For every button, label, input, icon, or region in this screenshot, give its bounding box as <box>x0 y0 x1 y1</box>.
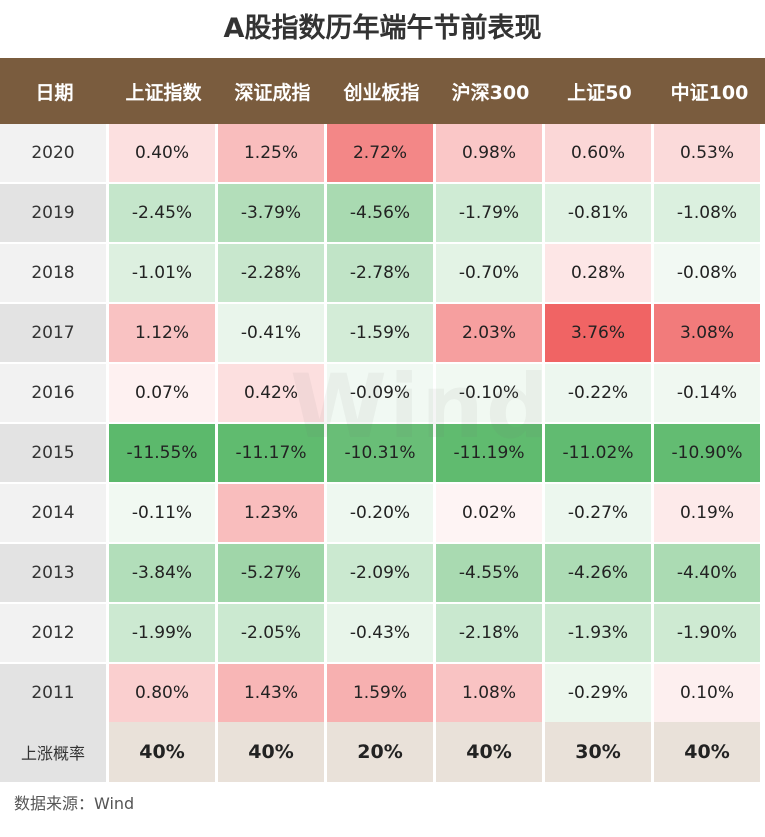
probability-cell: 40% <box>109 722 215 782</box>
value-cell: -0.20% <box>327 484 433 542</box>
year-label: 2014 <box>0 484 106 542</box>
value-cell: 1.12% <box>109 304 215 362</box>
value-cell: -0.81% <box>545 184 651 242</box>
value-cell: -2.28% <box>218 244 324 302</box>
value-cell: -11.55% <box>109 424 215 482</box>
year-label: 2013 <box>0 544 106 602</box>
value-cell: 1.59% <box>327 664 433 722</box>
value-cell: -2.18% <box>436 604 542 662</box>
header-index: 创业板指 <box>327 58 436 124</box>
value-cell: -0.70% <box>436 244 542 302</box>
year-label: 2016 <box>0 364 106 422</box>
value-cell: -11.02% <box>545 424 651 482</box>
year-label: 2018 <box>0 244 106 302</box>
probability-cell: 20% <box>327 722 433 782</box>
probability-cell: 40% <box>218 722 324 782</box>
value-cell: 0.07% <box>109 364 215 422</box>
value-cell: 1.25% <box>218 124 324 182</box>
value-cell: 0.53% <box>654 124 760 182</box>
value-cell: -1.90% <box>654 604 760 662</box>
value-cell: -3.79% <box>218 184 324 242</box>
value-cell: -1.99% <box>109 604 215 662</box>
value-cell: -0.14% <box>654 364 760 422</box>
value-cell: -0.41% <box>218 304 324 362</box>
value-cell: 3.76% <box>545 304 651 362</box>
value-cell: 0.98% <box>436 124 542 182</box>
value-cell: 1.08% <box>436 664 542 722</box>
value-cell: -2.05% <box>218 604 324 662</box>
value-cell: -0.29% <box>545 664 651 722</box>
value-cell: -0.09% <box>327 364 433 422</box>
value-cell: -2.09% <box>327 544 433 602</box>
performance-table: 日期 上证指数 深证成指 创业板指 沪深300 上证50 中证100 2020 0.40% 1.2… <box>0 58 765 782</box>
value-cell: -1.59% <box>327 304 433 362</box>
header-index: 沪深300 <box>436 58 545 124</box>
year-label: 2015 <box>0 424 106 482</box>
value-cell: -0.27% <box>545 484 651 542</box>
probability-cell: 40% <box>436 722 542 782</box>
header-index: 上证指数 <box>109 58 218 124</box>
probability-cell: 30% <box>545 722 651 782</box>
value-cell: -1.01% <box>109 244 215 302</box>
header-date: 日期 <box>0 58 109 124</box>
value-cell: -11.19% <box>436 424 542 482</box>
value-cell: -0.43% <box>327 604 433 662</box>
value-cell: 0.60% <box>545 124 651 182</box>
value-cell: 1.23% <box>218 484 324 542</box>
value-cell: 3.08% <box>654 304 760 362</box>
value-cell: 0.80% <box>109 664 215 722</box>
value-cell: 0.19% <box>654 484 760 542</box>
header-index: 深证成指 <box>218 58 327 124</box>
value-cell: 0.02% <box>436 484 542 542</box>
value-cell: 0.28% <box>545 244 651 302</box>
value-cell: -2.45% <box>109 184 215 242</box>
value-cell: -4.55% <box>436 544 542 602</box>
value-cell: -4.56% <box>327 184 433 242</box>
year-label: 2012 <box>0 604 106 662</box>
value-cell: 0.42% <box>218 364 324 422</box>
value-cell: -1.79% <box>436 184 542 242</box>
value-cell: 0.40% <box>109 124 215 182</box>
year-label: 2017 <box>0 304 106 362</box>
year-label: 2019 <box>0 184 106 242</box>
value-cell: -4.26% <box>545 544 651 602</box>
value-cell: -10.90% <box>654 424 760 482</box>
probability-label: 上涨概率 <box>0 722 106 782</box>
year-label: 2011 <box>0 664 106 722</box>
value-cell: 2.72% <box>327 124 433 182</box>
value-cell: -5.27% <box>218 544 324 602</box>
value-cell: 0.10% <box>654 664 760 722</box>
chart-title: A股指数历年端午节前表现 <box>223 13 542 44</box>
value-cell: -11.17% <box>218 424 324 482</box>
value-cell: -0.22% <box>545 364 651 422</box>
value-cell: -1.93% <box>545 604 651 662</box>
year-label: 2020 <box>0 124 106 182</box>
value-cell: -2.78% <box>327 244 433 302</box>
value-cell: -3.84% <box>109 544 215 602</box>
value-cell: -1.08% <box>654 184 760 242</box>
value-cell: -4.40% <box>654 544 760 602</box>
value-cell: -10.31% <box>327 424 433 482</box>
value-cell: -0.11% <box>109 484 215 542</box>
value-cell: 2.03% <box>436 304 542 362</box>
value-cell: -0.08% <box>654 244 760 302</box>
data-source-note: 数据来源：Wind <box>14 794 135 813</box>
probability-cell: 40% <box>654 722 760 782</box>
value-cell: -0.10% <box>436 364 542 422</box>
value-cell: 1.43% <box>218 664 324 722</box>
header-index: 上证50 <box>545 58 654 124</box>
header-index: 中证100 <box>654 58 765 124</box>
